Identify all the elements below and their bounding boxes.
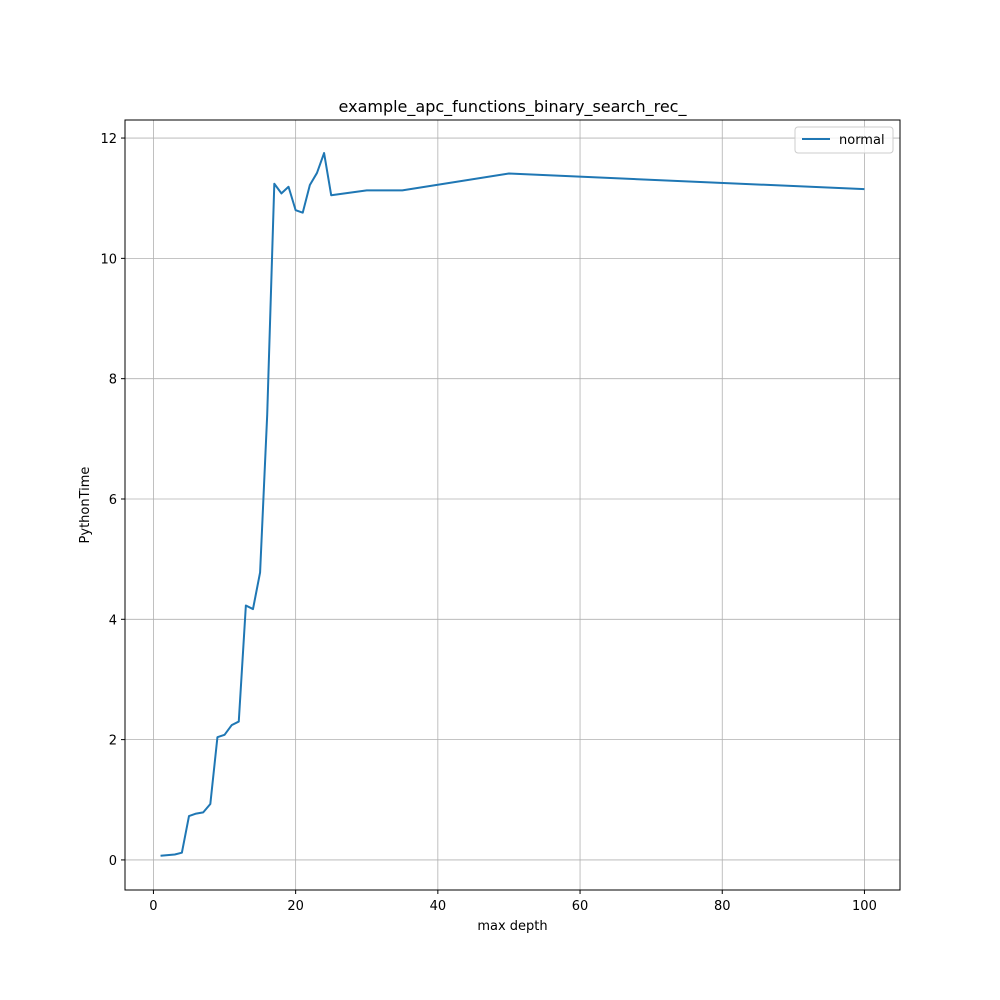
y-tick-label: 2 [109, 734, 117, 749]
x-axis-label: max depth [477, 919, 547, 934]
legend-box [794, 126, 894, 154]
y-axis-label: PythonTime [78, 467, 93, 544]
legend-label-normal: normal [839, 133, 885, 148]
y-tick-label: 8 [109, 373, 117, 388]
x-tick-label: 60 [572, 899, 589, 914]
ticks: 0 20 40 60 80 100 0 2 4 6 8 10 12 [100, 132, 876, 914]
y-tick-label: 0 [109, 854, 117, 869]
y-tick-label: 10 [100, 252, 117, 267]
x-tick-label: 20 [287, 899, 304, 914]
x-tick-label: 0 [149, 899, 157, 914]
series-layer [160, 152, 865, 857]
y-tick-label: 4 [109, 613, 117, 628]
series-line-normal [160, 152, 865, 857]
x-tick-label: 100 [852, 899, 877, 914]
x-tick-label: 80 [714, 899, 731, 914]
chart-title: example_apc_functions_binary_search_rec_ [339, 97, 688, 117]
plot-frame [124, 119, 901, 891]
grid [125, 120, 900, 890]
legend: normal [794, 126, 894, 154]
y-tick-label: 12 [100, 132, 117, 147]
x-tick-label: 40 [430, 899, 447, 914]
y-tick-label: 6 [109, 493, 117, 508]
